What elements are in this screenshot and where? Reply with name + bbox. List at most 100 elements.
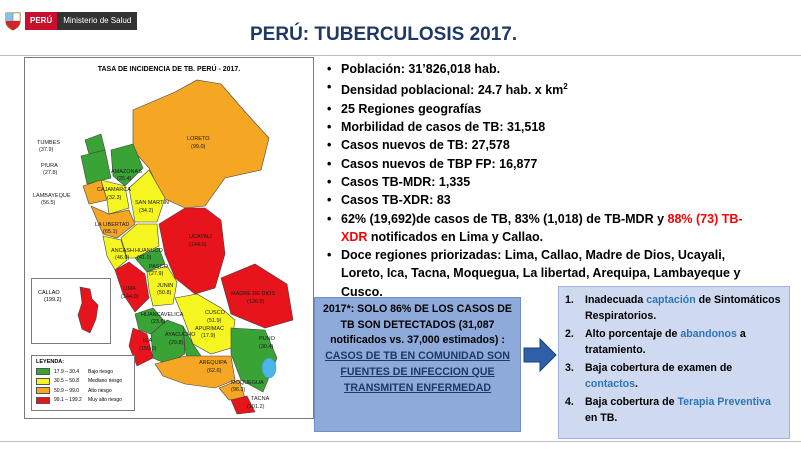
legend-label: Alto riesgo [88, 387, 112, 394]
factor-text: Baja cobertura de examen de [585, 362, 733, 374]
label-cusco: CUSCO [205, 310, 226, 316]
value-cajamarca: (32.3) [107, 195, 122, 201]
region-amazonas-shape [110, 143, 144, 187]
stats-list: Población: 31’826,018 hab. Densidad pobl… [327, 60, 767, 301]
value-ayacucho: (29.8) [169, 340, 184, 346]
legend-swatch [36, 377, 50, 385]
svg-text:(37.9): (37.9) [39, 147, 54, 153]
region-tacna-shape [230, 395, 256, 415]
page-title: PERÚ: TUBERCULOSIS 2017. [250, 24, 518, 45]
svg-text:(51.9): (51.9) [207, 318, 222, 324]
value-junin: (50.8) [157, 290, 172, 296]
value-huancavelica: (23.6) [151, 319, 166, 325]
logo-peru-text: PERÚ [25, 12, 58, 30]
value-tacna: (101.2) [247, 404, 265, 410]
factor-text: . [635, 377, 638, 390]
region-sanmartin-shape [128, 169, 166, 223]
legend-label: Mediano riesgo [88, 378, 123, 385]
value-moquegua: (96.3) [231, 387, 246, 393]
list-item: Doce regiones priorizadas: Lima, Callao,… [327, 246, 767, 301]
label-piura: PIURA [41, 163, 58, 169]
factors-list: 1. Inadecuada captación de Sintomáticos … [565, 293, 781, 426]
svg-text:HUANUCO: HUANUCO [135, 248, 164, 254]
label-moquegua: MOQUEGUA [231, 380, 264, 386]
legend-label: Muy alto riesgo [88, 397, 122, 404]
label-sanmartin: SAN MARTIN [135, 200, 169, 206]
legend-item-high: 50.9 – 99.0 Alto riesgo [36, 386, 130, 396]
value-apurimac: (17.9) [201, 333, 216, 339]
value-puno: (30.4) [259, 344, 274, 350]
factor-number: 1. [565, 294, 574, 306]
factor-text: Inadecuada [585, 294, 644, 306]
list-item: Morbilidad de casos de TB: 31,518 [327, 118, 767, 137]
detection-underlined-text: CASOS DE TB EN COMUNIDAD SON FUENTES DE … [325, 350, 510, 394]
svg-text:(56.5): (56.5) [41, 200, 56, 206]
value-madrededios: (126.6) [247, 299, 265, 305]
label-apurimac: APURIMAC [195, 326, 224, 332]
factor-text: de Sintomáticos Respiratorios. [585, 294, 781, 322]
svg-text:LORETO: LORETO [187, 136, 210, 142]
svg-text:MADRE DE DIOS: MADRE DE DIOS [231, 291, 275, 297]
factor-text: en TB. [585, 411, 618, 424]
svg-text:(101.2): (101.2) [247, 404, 265, 410]
svg-text:(159.0): (159.0) [139, 346, 157, 352]
svg-text:JUNIN: JUNIN [157, 283, 173, 289]
incidence-map: TUMBES (37.9) PIURA (27.8) LAMBAYEQUE (5… [24, 57, 314, 419]
svg-text:(32.3): (32.3) [107, 195, 122, 201]
legend-swatch [36, 396, 50, 404]
stat-morbilidad: Morbilidad de casos de TB: 31,518 [341, 120, 546, 135]
region-pasco-shape [134, 247, 166, 273]
legend-item-veryhigh: 99.1 – 199.2 Muy alto riesgo [36, 396, 130, 406]
stat-mdr: Casos TB-MDR: 1,335 [341, 174, 471, 189]
factor-text: a tratamiento. [585, 328, 746, 356]
factors-box: 1. Inadecuada captación de Sintomáticos … [558, 286, 790, 439]
list-item: 3. Baja cobertura de examen de contactos… [565, 361, 781, 392]
svg-text:(126.6): (126.6) [247, 299, 265, 305]
label-arequipa: AREQUIPA [199, 360, 227, 366]
region-ucayali-shape [158, 207, 226, 295]
region-loreto-shape [132, 79, 270, 209]
svg-text:(50.8): (50.8) [157, 290, 172, 296]
value-huanuco: (41.0) [137, 255, 152, 261]
factor-highlight: abandonos [680, 328, 737, 340]
map-title: TASA DE INCIDENCIA DE TB. PERÚ - 2017. [97, 66, 241, 73]
svg-text:APURIMAC: APURIMAC [195, 326, 224, 332]
stat-nuevos-tbp: Casos nuevos de TBP FP: 16,877 [341, 156, 538, 171]
value-lalibertad: (65.1) [103, 229, 118, 235]
value-amazonas: (25.4) [117, 176, 132, 182]
svg-text:CAJAMARCA: CAJAMARCA [97, 187, 131, 193]
label-tumbes: TUMBES [37, 140, 60, 146]
svg-text:(23.6): (23.6) [151, 319, 166, 325]
detection-box: 2017*: SOLO 86% DE LOS CASOS DE TB SON D… [314, 297, 521, 432]
svg-text:ANCASH: ANCASH [111, 248, 134, 254]
list-item: Casos nuevos de TB: 27,578 [327, 136, 767, 155]
svg-text:(144.0): (144.0) [189, 242, 207, 248]
svg-text:PIURA: PIURA [41, 163, 58, 169]
region-piura-shape [80, 149, 112, 185]
list-item: 4. Baja cobertura de Terapia Preventiva … [565, 395, 781, 426]
factor-highlight: captación [646, 294, 696, 306]
svg-text:AYACUCHO: AYACUCHO [165, 332, 196, 338]
factor-text: Alto porcentaje de [585, 328, 678, 340]
label-huanuco: HUANUCO [135, 248, 164, 254]
svg-text:LIMA: LIMA [123, 286, 136, 292]
svg-text:PASCO: PASCO [149, 264, 169, 270]
factor-number: 2. [565, 328, 574, 340]
list-item: 1. Inadecuada captación de Sintomáticos … [565, 293, 781, 324]
svg-text:(17.9): (17.9) [201, 333, 216, 339]
footer-divider [0, 441, 801, 442]
svg-text:(30.4): (30.4) [259, 344, 274, 350]
value-arequipa: (62.6) [207, 368, 222, 374]
legend-range: 30.5 – 50.8 [54, 378, 80, 385]
region-junin-shape [146, 265, 178, 307]
label-pasco: PASCO [149, 264, 169, 270]
callao-name: CALLAO [38, 290, 60, 296]
svg-text:(99.0): (99.0) [191, 144, 206, 150]
legend-range: 50.9 – 99.0 [54, 387, 80, 394]
svg-text:ICA: ICA [143, 338, 153, 344]
factor-highlight: Terapia Preventiva [677, 396, 771, 408]
legend-item-medium: 30.5 – 50.8 Mediano riesgo [36, 377, 130, 387]
list-item: Casos TB-XDR: 83 [327, 191, 767, 210]
callao-shape [77, 286, 99, 334]
label-tacna: TACNA [251, 396, 270, 402]
